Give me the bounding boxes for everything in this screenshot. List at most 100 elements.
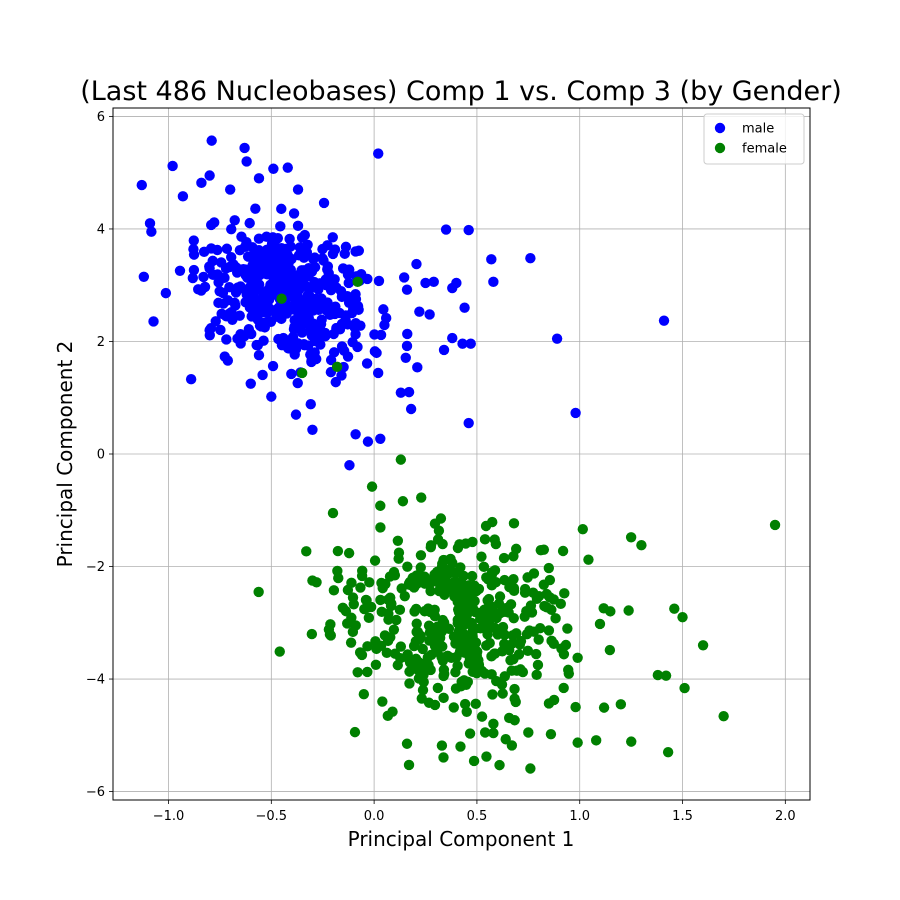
point-female	[697, 640, 709, 651]
point-male	[459, 302, 470, 313]
point-female	[382, 594, 394, 605]
point-male	[245, 290, 256, 301]
point-female	[464, 728, 476, 739]
point-female	[543, 625, 555, 636]
point-male	[221, 243, 233, 254]
point-female	[404, 678, 415, 689]
point-female	[451, 651, 462, 663]
y-tick-label: 2	[97, 335, 105, 350]
point-male	[177, 191, 189, 202]
point-male	[196, 285, 207, 296]
point-female	[458, 675, 470, 686]
point-female	[429, 699, 441, 711]
x-tick-label: −0.5	[256, 809, 288, 824]
point-female	[438, 692, 449, 704]
point-male	[401, 284, 413, 295]
point-female	[392, 659, 403, 671]
x-tick-label: 0.0	[364, 809, 385, 824]
point-female	[499, 671, 511, 682]
point-female	[623, 605, 634, 616]
point-female	[391, 614, 402, 626]
point-female	[455, 562, 466, 573]
point-female	[490, 577, 502, 588]
point-female	[441, 564, 453, 576]
point-male	[222, 295, 234, 306]
point-male	[336, 370, 347, 381]
point-female	[583, 554, 594, 565]
x-tick-label: −1.0	[153, 809, 185, 824]
x-axis-label: Principal Component 1	[348, 827, 575, 851]
point-female	[437, 655, 449, 666]
point-female	[769, 519, 781, 531]
point-female	[470, 637, 482, 648]
point-female	[332, 565, 343, 577]
point-female	[362, 641, 373, 652]
point-male	[269, 275, 281, 286]
point-male	[267, 360, 279, 372]
point-male	[250, 203, 261, 214]
point-female	[395, 641, 407, 652]
point-male	[253, 349, 265, 361]
point-female	[546, 635, 557, 647]
point-male	[375, 433, 386, 445]
point-male	[284, 233, 295, 245]
point-female	[395, 454, 407, 465]
point-female	[393, 547, 405, 558]
point-male	[241, 156, 252, 167]
point-male	[405, 403, 417, 415]
point-female	[475, 613, 486, 625]
point-male	[486, 254, 497, 265]
legend-marker-female	[714, 142, 726, 154]
point-male	[457, 338, 468, 349]
point-male	[424, 309, 435, 320]
point-male	[288, 304, 300, 315]
point-male	[288, 208, 300, 219]
point-male	[299, 269, 311, 281]
point-female	[389, 648, 401, 659]
point-male	[252, 284, 263, 295]
point-female	[357, 565, 368, 577]
point-female	[417, 643, 428, 655]
point-male	[322, 240, 333, 251]
point-female	[461, 610, 473, 621]
point-male	[447, 332, 458, 344]
point-male	[325, 354, 337, 366]
point-male	[362, 436, 374, 447]
point-male	[420, 277, 431, 289]
point-female	[511, 628, 522, 639]
point-female	[476, 551, 487, 562]
point-female	[541, 602, 552, 613]
point-female	[355, 582, 366, 593]
x-tick-label: 2.0	[775, 809, 796, 824]
point-male	[296, 232, 308, 243]
point-female	[453, 625, 465, 636]
point-female	[548, 694, 560, 706]
point-female	[358, 689, 370, 700]
point-female	[499, 574, 510, 586]
point-female	[510, 543, 522, 555]
y-axis-label: Principal Component 2	[53, 341, 77, 568]
point-male	[403, 386, 415, 398]
point-female	[513, 649, 525, 660]
point-female	[562, 623, 573, 634]
point-male	[257, 369, 268, 381]
point-female	[530, 648, 542, 660]
point-female	[505, 599, 517, 610]
legend-box	[703, 113, 805, 165]
point-female	[522, 645, 534, 656]
point-male	[138, 271, 150, 282]
point-female	[718, 710, 729, 722]
point-female	[438, 617, 450, 628]
point-female	[660, 670, 672, 681]
point-male	[309, 276, 320, 288]
point-male	[258, 335, 269, 346]
point-male	[271, 248, 283, 260]
point-female	[354, 647, 366, 658]
point-female	[331, 361, 343, 372]
axis-ticks: −1.0 −0.5 0.0 0.5 1.0 1.5 2.0 −6 −4 −2 0 2 4 6	[86, 110, 796, 824]
point-female	[349, 726, 361, 738]
point-male	[297, 327, 308, 338]
point-male	[361, 358, 373, 369]
point-female	[343, 547, 355, 559]
point-female	[276, 293, 287, 304]
